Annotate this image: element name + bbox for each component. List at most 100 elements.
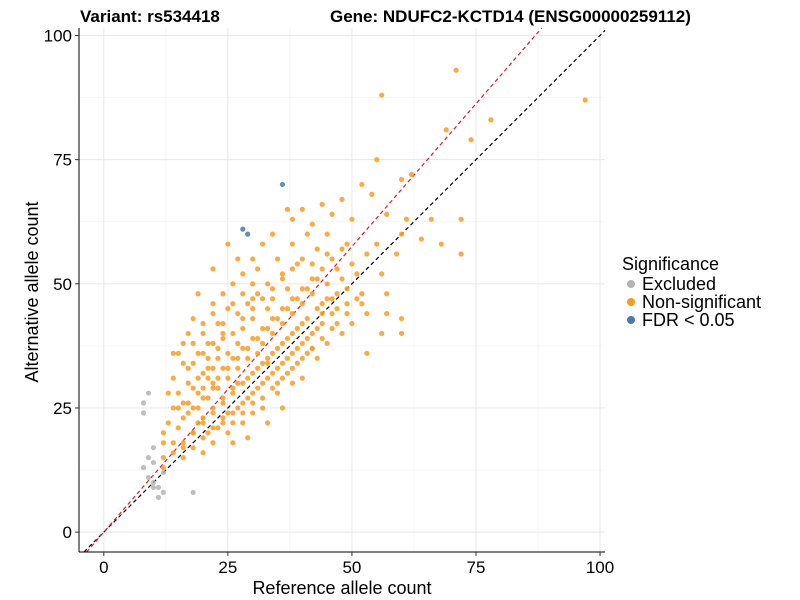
data-point [185, 330, 191, 337]
data-point [200, 350, 206, 356]
data-point [210, 410, 216, 416]
data-point [304, 350, 310, 356]
data-point [344, 310, 350, 317]
data-point [235, 380, 241, 386]
data-point [319, 320, 325, 327]
data-point [220, 415, 226, 421]
data-point [205, 375, 211, 381]
data-point [364, 310, 370, 317]
y-tick-label: 0 [63, 523, 72, 542]
data-point [269, 231, 276, 237]
data-point [150, 459, 157, 466]
data-point [314, 246, 320, 252]
data-point [165, 420, 171, 426]
data-point [160, 440, 166, 446]
data-point [200, 415, 206, 421]
data-point [260, 241, 266, 247]
data-point [195, 291, 201, 297]
series-excluded [140, 390, 196, 500]
series-fdr-0-05 [240, 181, 286, 237]
data-point [294, 345, 300, 351]
data-point [140, 464, 147, 471]
data-point [324, 281, 330, 287]
data-point [250, 410, 256, 416]
data-point [215, 425, 221, 431]
data-point [279, 360, 286, 366]
data-point [299, 301, 305, 307]
data-point [220, 420, 226, 426]
data-point [289, 241, 295, 247]
data-point [260, 395, 266, 401]
y-tick-label: 100 [44, 26, 72, 45]
data-point [408, 171, 415, 178]
data-point [309, 345, 315, 351]
data-point [260, 340, 266, 346]
data-point [398, 330, 405, 337]
data-point [279, 181, 286, 188]
data-point [210, 425, 216, 431]
data-point [145, 474, 152, 481]
data-point [299, 256, 305, 262]
data-point [160, 469, 166, 476]
data-point [250, 296, 256, 302]
data-point [200, 450, 206, 456]
data-point [319, 301, 325, 307]
data-point [250, 256, 256, 262]
legend-label: Non-significant [642, 292, 761, 312]
data-point [190, 405, 196, 411]
data-point [225, 365, 231, 371]
data-point [220, 320, 226, 327]
data-point [170, 375, 176, 381]
data-point [205, 395, 211, 401]
data-point [304, 335, 310, 342]
data-point [279, 271, 286, 277]
x-tick-label: 50 [342, 558, 361, 577]
data-point [250, 400, 256, 406]
data-point [260, 325, 266, 332]
data-point [334, 291, 340, 297]
data-point [379, 92, 385, 98]
data-point [364, 251, 370, 257]
data-point [294, 261, 300, 267]
data-point [195, 420, 201, 426]
y-tick-label: 50 [53, 275, 72, 294]
data-point [180, 440, 186, 446]
data-point [230, 355, 236, 361]
data-point [200, 320, 206, 327]
data-point [260, 360, 266, 366]
data-point [250, 281, 256, 287]
data-point [284, 306, 291, 312]
data-point [299, 375, 305, 381]
data-point [274, 315, 281, 322]
data-point [329, 325, 335, 332]
data-point [200, 330, 206, 337]
data-point [314, 276, 320, 282]
data-point [215, 320, 221, 327]
data-point [274, 380, 281, 386]
data-point [364, 350, 370, 356]
data-point [289, 266, 295, 272]
data-point [240, 291, 246, 297]
data-point [240, 400, 246, 406]
data-point [230, 330, 236, 337]
data-point [294, 325, 300, 332]
data-point [329, 296, 335, 302]
data-point [245, 355, 251, 361]
data-point [180, 360, 186, 366]
data-point [230, 281, 236, 287]
data-point [145, 455, 152, 461]
data-point [269, 315, 276, 322]
data-point [160, 489, 166, 495]
axes [78, 28, 605, 553]
legend-swatch [627, 298, 635, 306]
data-point [299, 286, 305, 292]
data-point [150, 479, 157, 486]
data-point [309, 291, 315, 297]
data-point [155, 494, 161, 500]
data-point [279, 375, 286, 381]
data-point [369, 191, 375, 197]
data-point [210, 340, 216, 346]
data-point [210, 405, 216, 411]
data-point [175, 390, 181, 396]
